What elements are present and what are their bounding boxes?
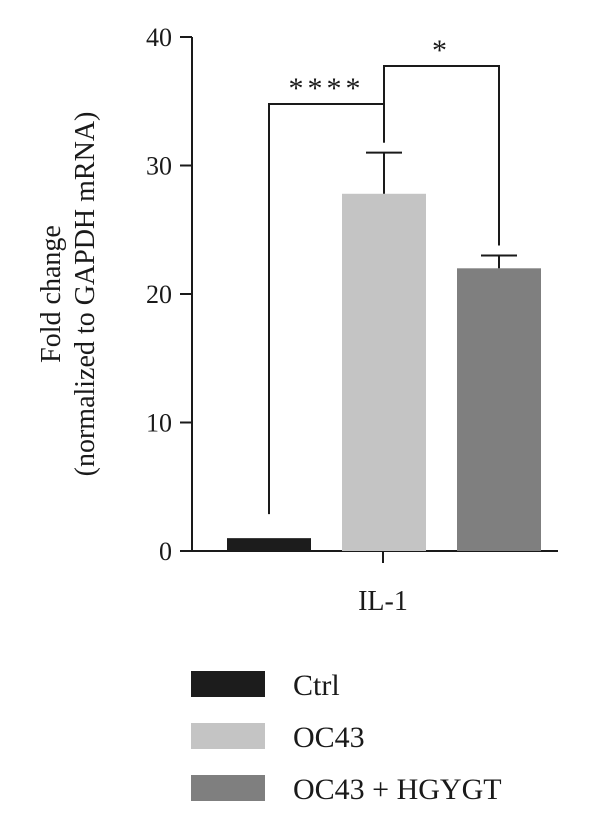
bar-1	[227, 538, 311, 551]
y-tick-label: 30	[146, 152, 172, 181]
y-axis-label-line2: (normalized to GAPDH mRNA)	[70, 112, 101, 477]
legend-swatch-1	[191, 671, 265, 697]
y-tick-label: 20	[146, 280, 172, 309]
x-category-label: IL-1	[358, 586, 408, 617]
y-axis: 0 10 20 30 40	[146, 23, 193, 566]
legend-swatch-2	[191, 723, 265, 749]
error-bars	[366, 151, 517, 269]
y-tick-label: 0	[159, 537, 172, 566]
y-tick-label: 10	[146, 409, 172, 438]
significance-brackets: *****	[268, 34, 500, 515]
bar-2	[342, 193, 426, 551]
legend: Ctrl OC43 OC43 + HGYGT	[191, 669, 502, 806]
significance-bracket-2	[383, 65, 500, 246]
bars	[227, 193, 541, 551]
legend-swatch-3	[191, 775, 265, 801]
y-axis-label: Fold change (normalized to GAPDH mRNA)	[36, 112, 101, 477]
y-axis-label-line1: Fold change	[36, 225, 67, 363]
legend-label-3: OC43 + HGYGT	[293, 773, 502, 806]
y-tick-label: 40	[146, 23, 172, 52]
bar-3	[457, 268, 541, 551]
legend-label-1: Ctrl	[293, 669, 340, 702]
significance-label-2: *	[432, 34, 451, 67]
legend-label-2: OC43	[293, 721, 365, 754]
x-axis	[192, 550, 558, 563]
significance-label-1: ****	[289, 72, 365, 105]
